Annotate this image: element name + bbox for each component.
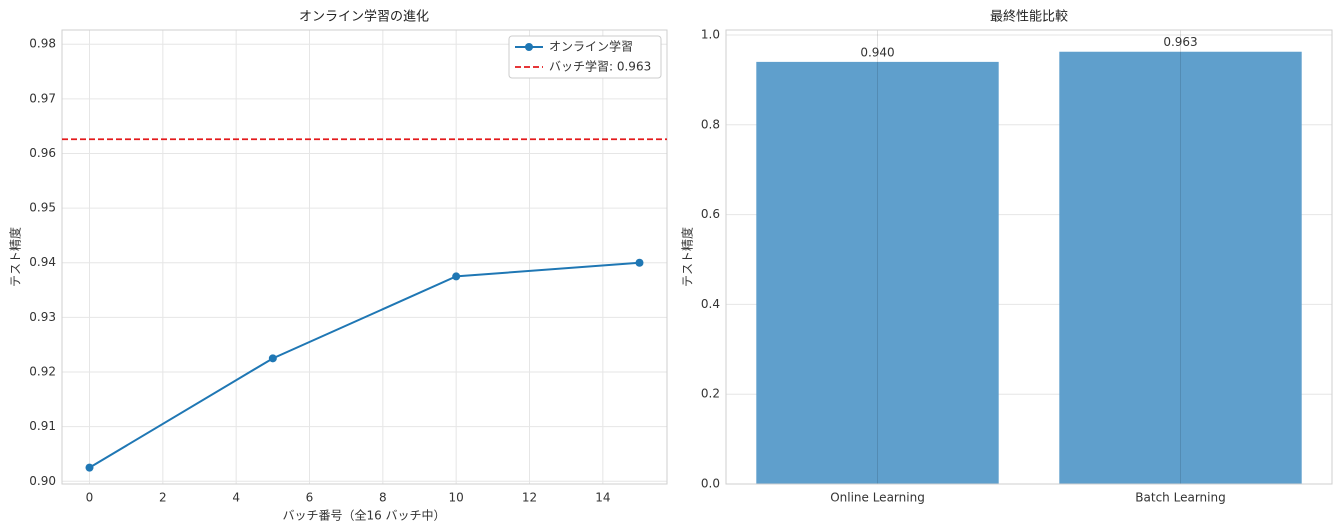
chart-title: 最終性能比較 (990, 9, 1068, 25)
y-tick-label: 0.96 (29, 146, 56, 160)
data-point (452, 272, 461, 281)
legend-label: バッチ学習: 0.963 (549, 59, 651, 74)
y-axis-label: テスト精度 (680, 227, 695, 287)
data-point (85, 463, 94, 472)
y-tick-label: 0.2 (701, 387, 720, 401)
y-tick-label: 0.97 (29, 91, 56, 105)
y-tick-label: 0.93 (29, 310, 56, 324)
y-tick-label: 0.90 (29, 474, 56, 488)
x-tick-label: 2 (159, 491, 167, 505)
data-point (268, 354, 277, 363)
y-tick-label: 0.91 (29, 419, 56, 433)
x-tick-label: Online Learning (830, 491, 925, 505)
x-tick-label: 0 (86, 491, 94, 505)
x-tick-label: 8 (379, 491, 387, 505)
x-tick-label: 14 (595, 491, 610, 505)
data-point (635, 258, 644, 267)
y-tick-label: 0.6 (701, 207, 720, 221)
y-tick-label: 0.8 (701, 117, 720, 131)
x-axis-label: バッチ番号（全16 バッチ中） (282, 508, 445, 523)
x-tick-label: 6 (306, 491, 314, 505)
value-label: 0.963 (1163, 35, 1197, 49)
x-tick-label: 4 (232, 491, 240, 505)
y-tick-label: 0.92 (29, 365, 56, 379)
value-label: 0.940 (860, 45, 894, 59)
bar (756, 61, 999, 484)
y-tick-label: 0.95 (29, 201, 56, 215)
y-axis-label: テスト精度 (8, 227, 23, 287)
legend-box (508, 35, 662, 79)
legend-label: オンライン学習 (549, 39, 633, 54)
chart-title: オンライン学習の進化 (299, 9, 429, 25)
x-tick-label: 12 (522, 491, 537, 505)
data-line (88, 261, 640, 469)
x-tick-label: 10 (449, 491, 464, 505)
y-tick-label: 0.94 (29, 255, 56, 269)
y-tick-label: 0.0 (701, 477, 720, 491)
plot-frame (61, 29, 668, 485)
bar (1059, 51, 1302, 484)
x-tick-label: Batch Learning (1135, 491, 1225, 505)
legend-swatch (525, 43, 533, 51)
y-tick-label: 1.0 (701, 27, 720, 41)
y-tick-label: 0.98 (29, 37, 56, 51)
y-tick-label: 0.4 (701, 297, 720, 311)
plot-frame (725, 29, 1333, 485)
